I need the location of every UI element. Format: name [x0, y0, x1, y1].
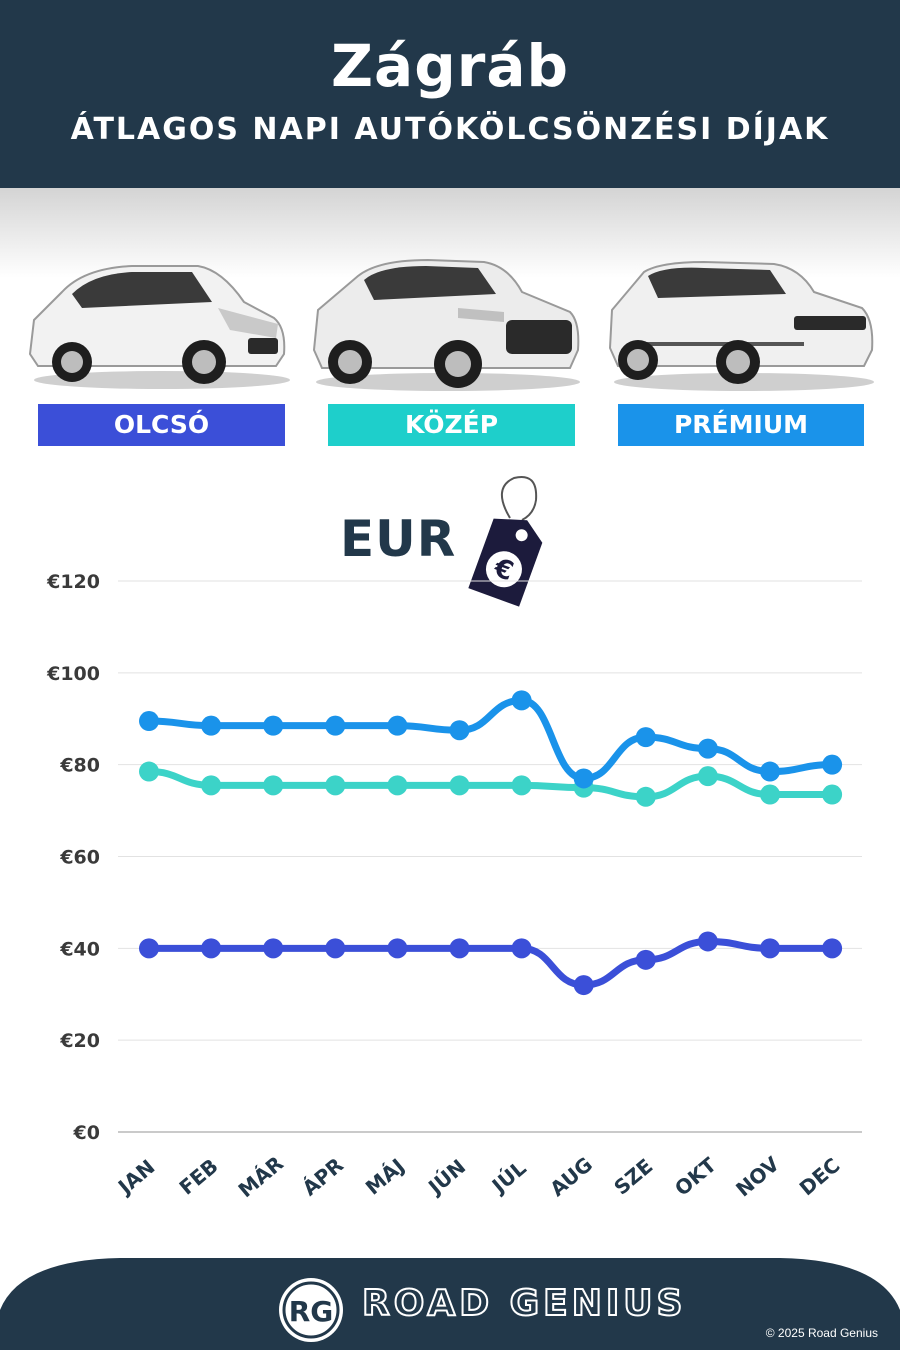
data-point: [449, 720, 470, 741]
tier-label-economy: OLCSÓ: [38, 404, 285, 446]
x-tick-label: ÁPR: [298, 1153, 348, 1200]
data-point: [511, 690, 532, 711]
x-tick-label: FEB: [175, 1154, 223, 1200]
euro-price-tag-icon: €: [468, 476, 543, 607]
road-genius-logo: RG: [279, 1278, 343, 1342]
data-point: [449, 938, 470, 959]
rental-price-chart: €0 €20 €40 €60 €80 €100 €120 JAN FEB MÁR ÁPR MÁJ JÚ…: [46, 571, 862, 1200]
data-point: [387, 775, 408, 796]
data-point: [635, 786, 656, 807]
data-point: [263, 715, 284, 736]
data-point: [635, 949, 656, 970]
x-tick-label: OKT: [670, 1152, 721, 1200]
footer: [0, 1250, 900, 1350]
data-point: [511, 938, 532, 959]
y-tick-label: €100: [46, 663, 100, 685]
data-point: [201, 715, 222, 736]
data-point: [325, 938, 346, 959]
data-point: [635, 727, 656, 748]
page-subtitle: ÁTLAGOS NAPI AUTÓKÖLCSÖNZÉSI DÍJAK: [70, 112, 830, 147]
series-line: [145, 768, 836, 801]
y-tick-label: €0: [73, 1122, 100, 1144]
data-point: [325, 715, 346, 736]
data-point: [760, 938, 780, 959]
data-point: [325, 775, 346, 796]
data-point: [697, 931, 718, 952]
logo-initials: RG: [289, 1295, 334, 1328]
data-point: [387, 715, 408, 736]
data-point: [822, 754, 843, 775]
data-point: [697, 766, 718, 787]
data-point: [449, 775, 470, 796]
header-banner: Zágráb ÁTLAGOS NAPI AUTÓKÖLCSÖNZÉSI DÍJA…: [0, 0, 900, 188]
data-point: [201, 775, 222, 796]
y-tick-label: €120: [46, 571, 100, 593]
data-point: [573, 768, 594, 789]
currency-label: EUR: [340, 510, 457, 568]
x-tick-label: MÁJ: [361, 1154, 409, 1200]
data-point: [263, 938, 284, 959]
series-line: [145, 696, 836, 782]
x-tick-label: MÁR: [234, 1151, 288, 1200]
y-tick-label: €60: [59, 847, 100, 869]
data-point: [760, 761, 780, 782]
tier-label-midsize: KÖZÉP: [328, 404, 575, 446]
data-point: [139, 711, 159, 732]
data-point: [573, 975, 594, 996]
data-point: [697, 738, 718, 759]
y-tick-label: €20: [59, 1030, 100, 1052]
x-tick-label: JÚL: [486, 1156, 531, 1199]
x-tick-label: AUG: [545, 1152, 597, 1200]
x-tick-label: DEC: [795, 1153, 845, 1200]
y-tick-label: €40: [59, 938, 100, 960]
x-tick-label: NOV: [731, 1151, 784, 1200]
series-prémium: [139, 690, 843, 789]
data-point: [822, 784, 843, 805]
economy-car-image: [28, 265, 290, 389]
x-tick-label: SZE: [609, 1154, 657, 1200]
y-tick-label: €80: [59, 755, 100, 777]
tier-label-premium: PRÉMIUM: [618, 404, 864, 446]
midsize-car-image: [312, 258, 580, 391]
data-point: [511, 775, 532, 796]
page-title: Zágráb: [331, 32, 569, 100]
x-tick-label: JÚN: [422, 1154, 470, 1200]
x-tick-label: JAN: [112, 1155, 159, 1200]
data-point: [263, 775, 284, 796]
copyright-text: © 2025 Road Genius: [765, 1326, 878, 1340]
data-point: [387, 938, 408, 959]
premium-car-image: [608, 260, 874, 391]
data-point: [760, 784, 780, 805]
data-point: [822, 938, 843, 959]
data-point: [139, 938, 159, 959]
brand-name: ROAD GENIUS: [361, 1282, 687, 1325]
series-olcsó: [139, 931, 843, 996]
series-közép: [139, 761, 843, 807]
data-point: [139, 761, 159, 782]
data-point: [201, 938, 222, 959]
